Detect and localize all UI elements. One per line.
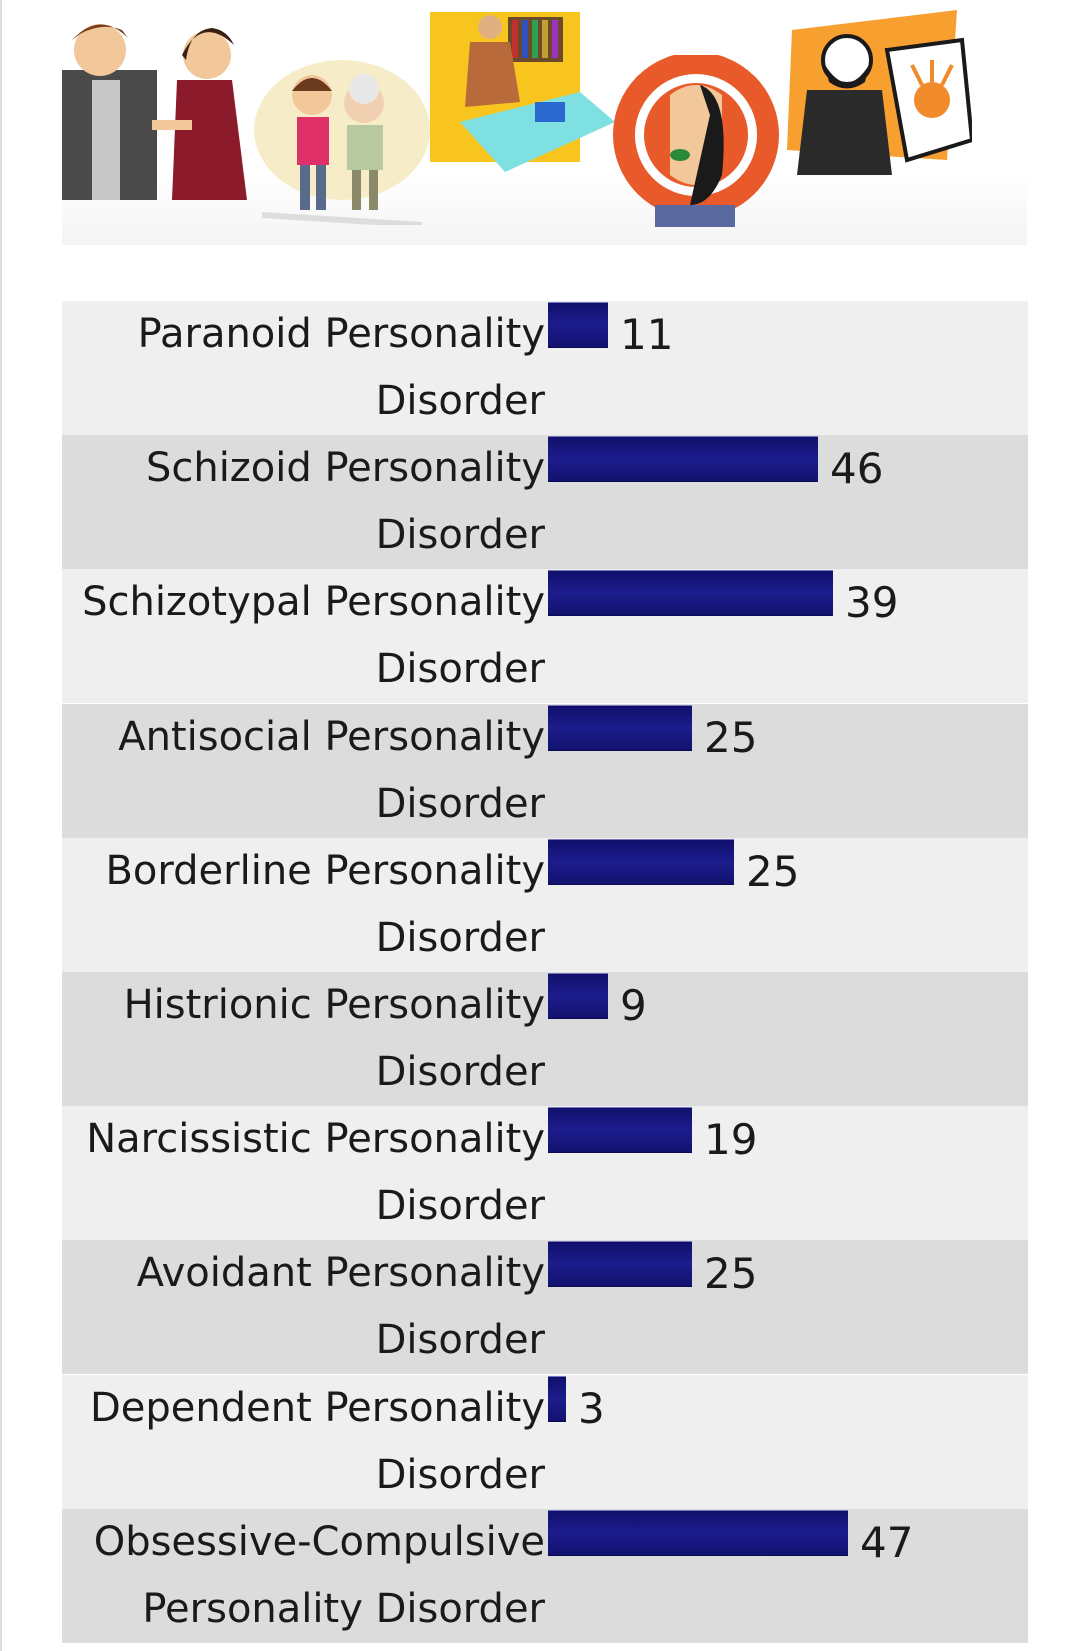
bar-value-label: 11: [620, 310, 674, 359]
bar: [548, 570, 833, 616]
header-illustration-banner: [62, 0, 1027, 245]
bar-value-label: 25: [704, 1249, 758, 1298]
category-label: Avoidant Personality Disorder: [62, 1240, 547, 1374]
bar-value-label: 39: [845, 578, 899, 627]
category-label: Borderline Personality Disorder: [62, 838, 547, 972]
bar-value-label: 19: [704, 1115, 758, 1164]
bar-value-label: 9: [620, 981, 647, 1030]
category-label-line: Paranoid Personality: [137, 311, 545, 357]
bar: [548, 302, 608, 348]
category-label-line: Histrionic Personality: [123, 982, 545, 1028]
chart-row: Antisocial Personality Disorder 25: [62, 704, 1028, 838]
chart-row: Paranoid Personality Disorder 11: [62, 301, 1028, 435]
category-label-line: Disorder: [375, 1049, 545, 1095]
category-label: Schizotypal Personality Disorder: [62, 569, 547, 703]
bar-value-label: 46: [830, 444, 884, 493]
bar-chart: Paranoid Personality Disorder 11 Schizoid P…: [62, 301, 1028, 1643]
category-label-line: Schizoid Personality: [145, 445, 545, 491]
bar-value-label: 25: [704, 713, 758, 762]
category-label-line: Disorder: [375, 915, 545, 961]
chart-row: Avoidant Personality Disorder 25: [62, 1240, 1028, 1374]
bar: [548, 973, 608, 1019]
category-label: Obsessive-Compulsive Personality Disorder: [62, 1509, 547, 1643]
category-label-line: Narcissistic Personality: [86, 1116, 545, 1162]
caregiver-elderly-woman-illustration: [254, 60, 430, 225]
category-label: Narcissistic Personality Disorder: [62, 1106, 547, 1240]
chart-row: Histrionic Personality Disorder 9: [62, 972, 1028, 1106]
bar: [548, 1241, 692, 1287]
category-label-line: Obsessive-Compulsive: [93, 1519, 545, 1565]
category-label-line: Disorder: [375, 1452, 545, 1498]
chart-row: Dependent Personality Disorder 3: [62, 1375, 1028, 1509]
category-label: Paranoid Personality Disorder: [62, 301, 547, 435]
bar: [548, 705, 692, 751]
distressed-woman-illustration: [613, 55, 779, 227]
category-label: Dependent Personality Disorder: [62, 1375, 547, 1509]
chart-row: Narcissistic Personality Disorder 19: [62, 1106, 1028, 1240]
category-label-line: Avoidant Personality: [136, 1250, 545, 1296]
chart-row: Schizoid Personality Disorder 46: [62, 435, 1028, 569]
bar-value-label: 47: [860, 1518, 914, 1567]
man-at-desk-illustration: [430, 12, 615, 172]
bar: [548, 1107, 692, 1153]
page-edge: [0, 0, 2, 1651]
category-label-line: Disorder: [375, 1183, 545, 1229]
bar: [548, 436, 818, 482]
bar: [548, 1376, 566, 1422]
category-label-line: Personality Disorder: [142, 1586, 545, 1632]
category-label-line: Borderline Personality: [105, 848, 545, 894]
category-label-line: Disorder: [375, 646, 545, 692]
chart-row: Obsessive-Compulsive Personality Disorder…: [62, 1509, 1028, 1643]
bar: [548, 1510, 848, 1556]
man-drawing-monster-illustration: [787, 10, 972, 175]
category-label-line: Antisocial Personality: [118, 714, 545, 760]
bar: [548, 839, 734, 885]
category-label: Histrionic Personality Disorder: [62, 972, 547, 1106]
category-label-line: Disorder: [375, 1317, 545, 1363]
bar-value-label: 25: [746, 847, 800, 896]
bar-value-label: 3: [578, 1384, 605, 1433]
category-label-line: Schizotypal Personality: [82, 579, 545, 625]
chart-row: Borderline Personality Disorder 25: [62, 838, 1028, 972]
two-people-talking-illustration: [62, 24, 247, 200]
category-label-line: Dependent Personality: [89, 1385, 545, 1431]
category-label-line: Disorder: [375, 512, 545, 558]
category-label: Antisocial Personality Disorder: [62, 704, 547, 838]
category-label-line: Disorder: [375, 781, 545, 827]
chart-row: Schizotypal Personality Disorder 39: [62, 569, 1028, 703]
category-label: Schizoid Personality Disorder: [62, 435, 547, 569]
category-label-line: Disorder: [375, 378, 545, 424]
